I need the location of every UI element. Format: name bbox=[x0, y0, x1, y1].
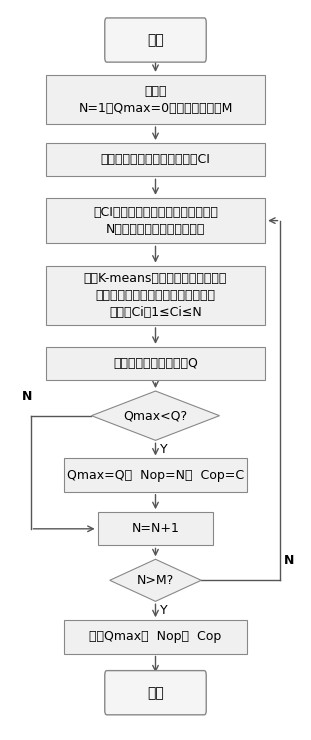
Text: 初始化
N=1，Qmax=0，最大聚类数目M: 初始化 N=1，Qmax=0，最大聚类数目M bbox=[78, 84, 233, 115]
FancyBboxPatch shape bbox=[46, 347, 265, 380]
FancyBboxPatch shape bbox=[46, 198, 265, 243]
Text: Qmax<Q?: Qmax<Q? bbox=[123, 409, 188, 423]
Text: N=N+1: N=N+1 bbox=[132, 522, 179, 535]
Text: 利用K-means方法对特征向量空间中
的特征向量进行聚类，得到每一节点
的分类Ci，1≤Ci≤N: 利用K-means方法对特征向量空间中 的特征向量进行聚类，得到每一节点 的分类… bbox=[84, 272, 227, 319]
Text: N>M?: N>M? bbox=[137, 574, 174, 587]
Text: 返回Qmax，  Nop，  Cop: 返回Qmax， Nop， Cop bbox=[89, 630, 222, 643]
Text: 开始: 开始 bbox=[147, 33, 164, 47]
FancyBboxPatch shape bbox=[98, 512, 213, 545]
FancyBboxPatch shape bbox=[105, 18, 206, 62]
FancyBboxPatch shape bbox=[46, 266, 265, 325]
Text: 读取数据集，构造相似度矩阵CI: 读取数据集，构造相似度矩阵CI bbox=[100, 153, 211, 166]
FancyBboxPatch shape bbox=[105, 670, 206, 715]
Text: Y: Y bbox=[160, 605, 168, 617]
Text: Y: Y bbox=[160, 443, 168, 456]
FancyBboxPatch shape bbox=[64, 620, 247, 653]
FancyBboxPatch shape bbox=[46, 143, 265, 176]
Text: 计算本次聚类的模块度Q: 计算本次聚类的模块度Q bbox=[113, 357, 198, 370]
Text: N: N bbox=[284, 554, 294, 568]
Text: Qmax=Q，  Nop=N，  Cop=C: Qmax=Q， Nop=N， Cop=C bbox=[67, 468, 244, 482]
Text: 将CI的特征值按从大到小排列，取前
N个特征值构建特征向量空间: 将CI的特征值按从大到小排列，取前 N个特征值构建特征向量空间 bbox=[93, 206, 218, 235]
Text: N: N bbox=[22, 390, 33, 403]
Polygon shape bbox=[91, 391, 220, 440]
FancyBboxPatch shape bbox=[64, 459, 247, 492]
Text: 结束: 结束 bbox=[147, 686, 164, 700]
FancyBboxPatch shape bbox=[46, 75, 265, 124]
Polygon shape bbox=[110, 559, 201, 602]
